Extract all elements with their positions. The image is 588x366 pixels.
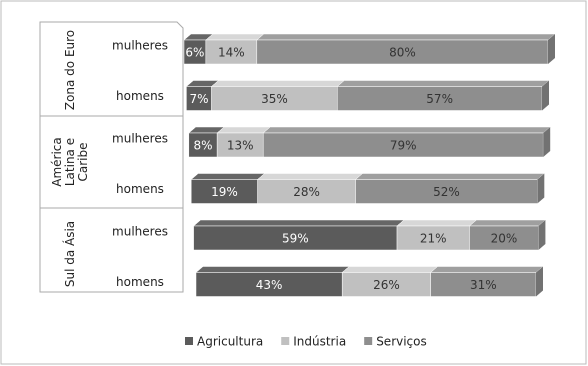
bar-end bbox=[537, 173, 545, 204]
value-label: 59% bbox=[282, 232, 309, 246]
value-label: 52% bbox=[433, 185, 460, 199]
value-label: 7% bbox=[189, 92, 208, 106]
value-label: 20% bbox=[491, 232, 518, 246]
bar-top bbox=[256, 33, 556, 41]
legend-label: Serviços bbox=[376, 335, 427, 349]
bar-top bbox=[195, 266, 350, 273]
bar bbox=[193, 225, 398, 251]
bar bbox=[211, 86, 338, 111]
bar-top bbox=[341, 266, 439, 273]
bar-top bbox=[192, 219, 405, 227]
value-label: 8% bbox=[193, 139, 212, 153]
legend-label: Indústria bbox=[293, 335, 346, 349]
value-label: 35% bbox=[261, 92, 288, 106]
legend-swatch bbox=[281, 337, 290, 345]
value-label: 14% bbox=[218, 46, 245, 60]
bar bbox=[396, 225, 470, 251]
bar-end bbox=[536, 266, 543, 297]
bar bbox=[256, 39, 549, 65]
bar-end bbox=[538, 220, 546, 250]
bar bbox=[195, 272, 343, 297]
value-label: 79% bbox=[390, 139, 417, 153]
bar-top bbox=[216, 126, 271, 134]
value-label: 26% bbox=[373, 278, 400, 292]
bar-top bbox=[205, 33, 265, 41]
bar bbox=[216, 132, 264, 158]
bar bbox=[205, 39, 258, 65]
bar bbox=[430, 272, 537, 297]
legend-swatch bbox=[185, 337, 193, 345]
value-label: 43% bbox=[256, 278, 283, 292]
bar bbox=[355, 179, 538, 204]
bar-top bbox=[336, 80, 550, 87]
bar-end bbox=[548, 34, 555, 64]
bar-top bbox=[468, 219, 547, 227]
bar-end bbox=[542, 80, 550, 111]
value-label: 19% bbox=[211, 185, 238, 199]
value-label: 31% bbox=[470, 278, 497, 292]
category-label: homens bbox=[116, 275, 164, 289]
bar-top bbox=[396, 219, 478, 227]
value-label: 80% bbox=[389, 46, 416, 60]
legend-swatch bbox=[364, 337, 373, 345]
category-label: homens bbox=[116, 89, 164, 103]
category-label: mulheres bbox=[112, 132, 168, 146]
bar-top bbox=[190, 173, 266, 180]
bar bbox=[469, 225, 539, 251]
bar-end bbox=[543, 127, 551, 157]
bar-top bbox=[256, 173, 364, 180]
bar bbox=[337, 86, 543, 111]
value-label: 21% bbox=[420, 232, 447, 246]
label-panel bbox=[39, 21, 184, 293]
value-label: 57% bbox=[426, 92, 453, 106]
bar-top bbox=[429, 266, 544, 273]
category-label: mulheres bbox=[112, 39, 168, 53]
bar-top bbox=[262, 126, 551, 134]
group-label: Sul da Ásia bbox=[62, 220, 77, 288]
value-label: 13% bbox=[227, 139, 254, 153]
group-label: Zona do Euro bbox=[62, 29, 77, 111]
bar bbox=[257, 179, 356, 204]
bar-top bbox=[210, 80, 345, 87]
category-label: mulheres bbox=[112, 225, 168, 239]
group-label: América Latina e Caribe bbox=[49, 137, 90, 187]
bar bbox=[190, 179, 258, 204]
bar-top bbox=[354, 173, 545, 180]
category-label: homens bbox=[116, 182, 164, 196]
value-label: 28% bbox=[293, 185, 320, 199]
bar bbox=[262, 132, 544, 158]
value-label: 6% bbox=[185, 46, 204, 60]
bar bbox=[188, 132, 218, 158]
legend-label: Agricultura bbox=[197, 335, 263, 349]
